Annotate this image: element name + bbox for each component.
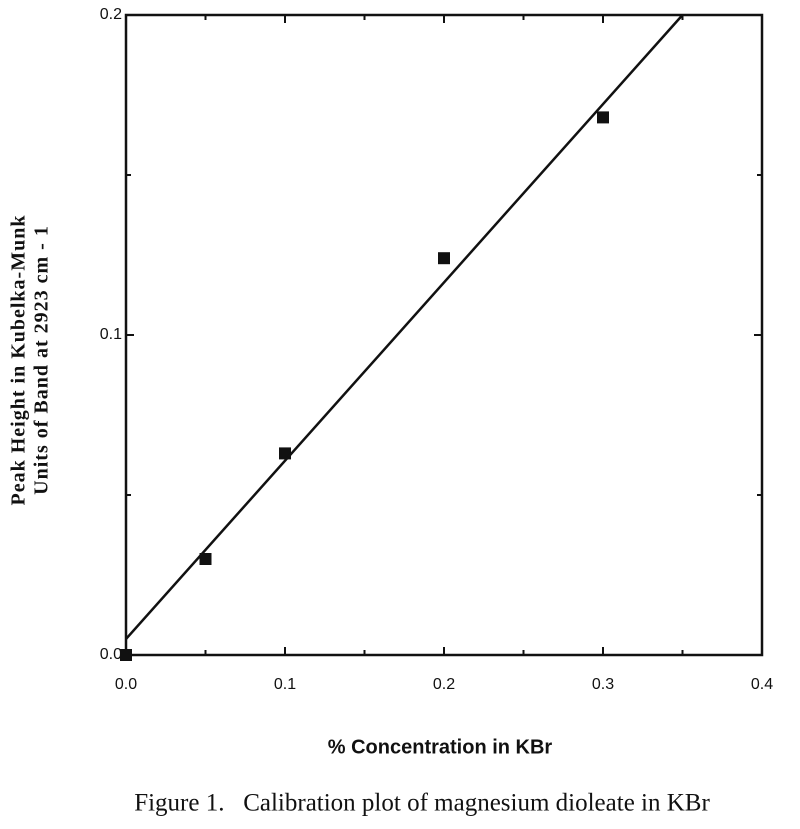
plot-frame	[124, 13, 764, 657]
y-tick-label: 0.2	[100, 6, 122, 23]
x-tick-label: 0.1	[274, 676, 296, 693]
data-point	[597, 111, 609, 124]
y-tick-label: 0.0	[100, 646, 122, 663]
x-tick-label: 0.2	[433, 676, 455, 693]
y-axis-label: Peak Height in Kubelka-Munk	[8, 215, 30, 506]
y-axis-label: Units of Band at 2923 cm - 1	[31, 225, 53, 495]
x-axis-label: % Concentration in KBr	[328, 736, 553, 758]
x-tick-label: 0.4	[751, 676, 773, 693]
x-tick-label: 0.0	[115, 676, 137, 693]
y-tick-label: 0.1	[100, 326, 122, 343]
caption: Figure 1. Calibration plot of magnesium …	[134, 790, 710, 817]
data-point	[199, 553, 212, 565]
data-point	[120, 649, 132, 661]
x-tick-label: 0.3	[592, 676, 614, 693]
data-point	[438, 252, 450, 265]
fit-line	[125, 14, 684, 640]
